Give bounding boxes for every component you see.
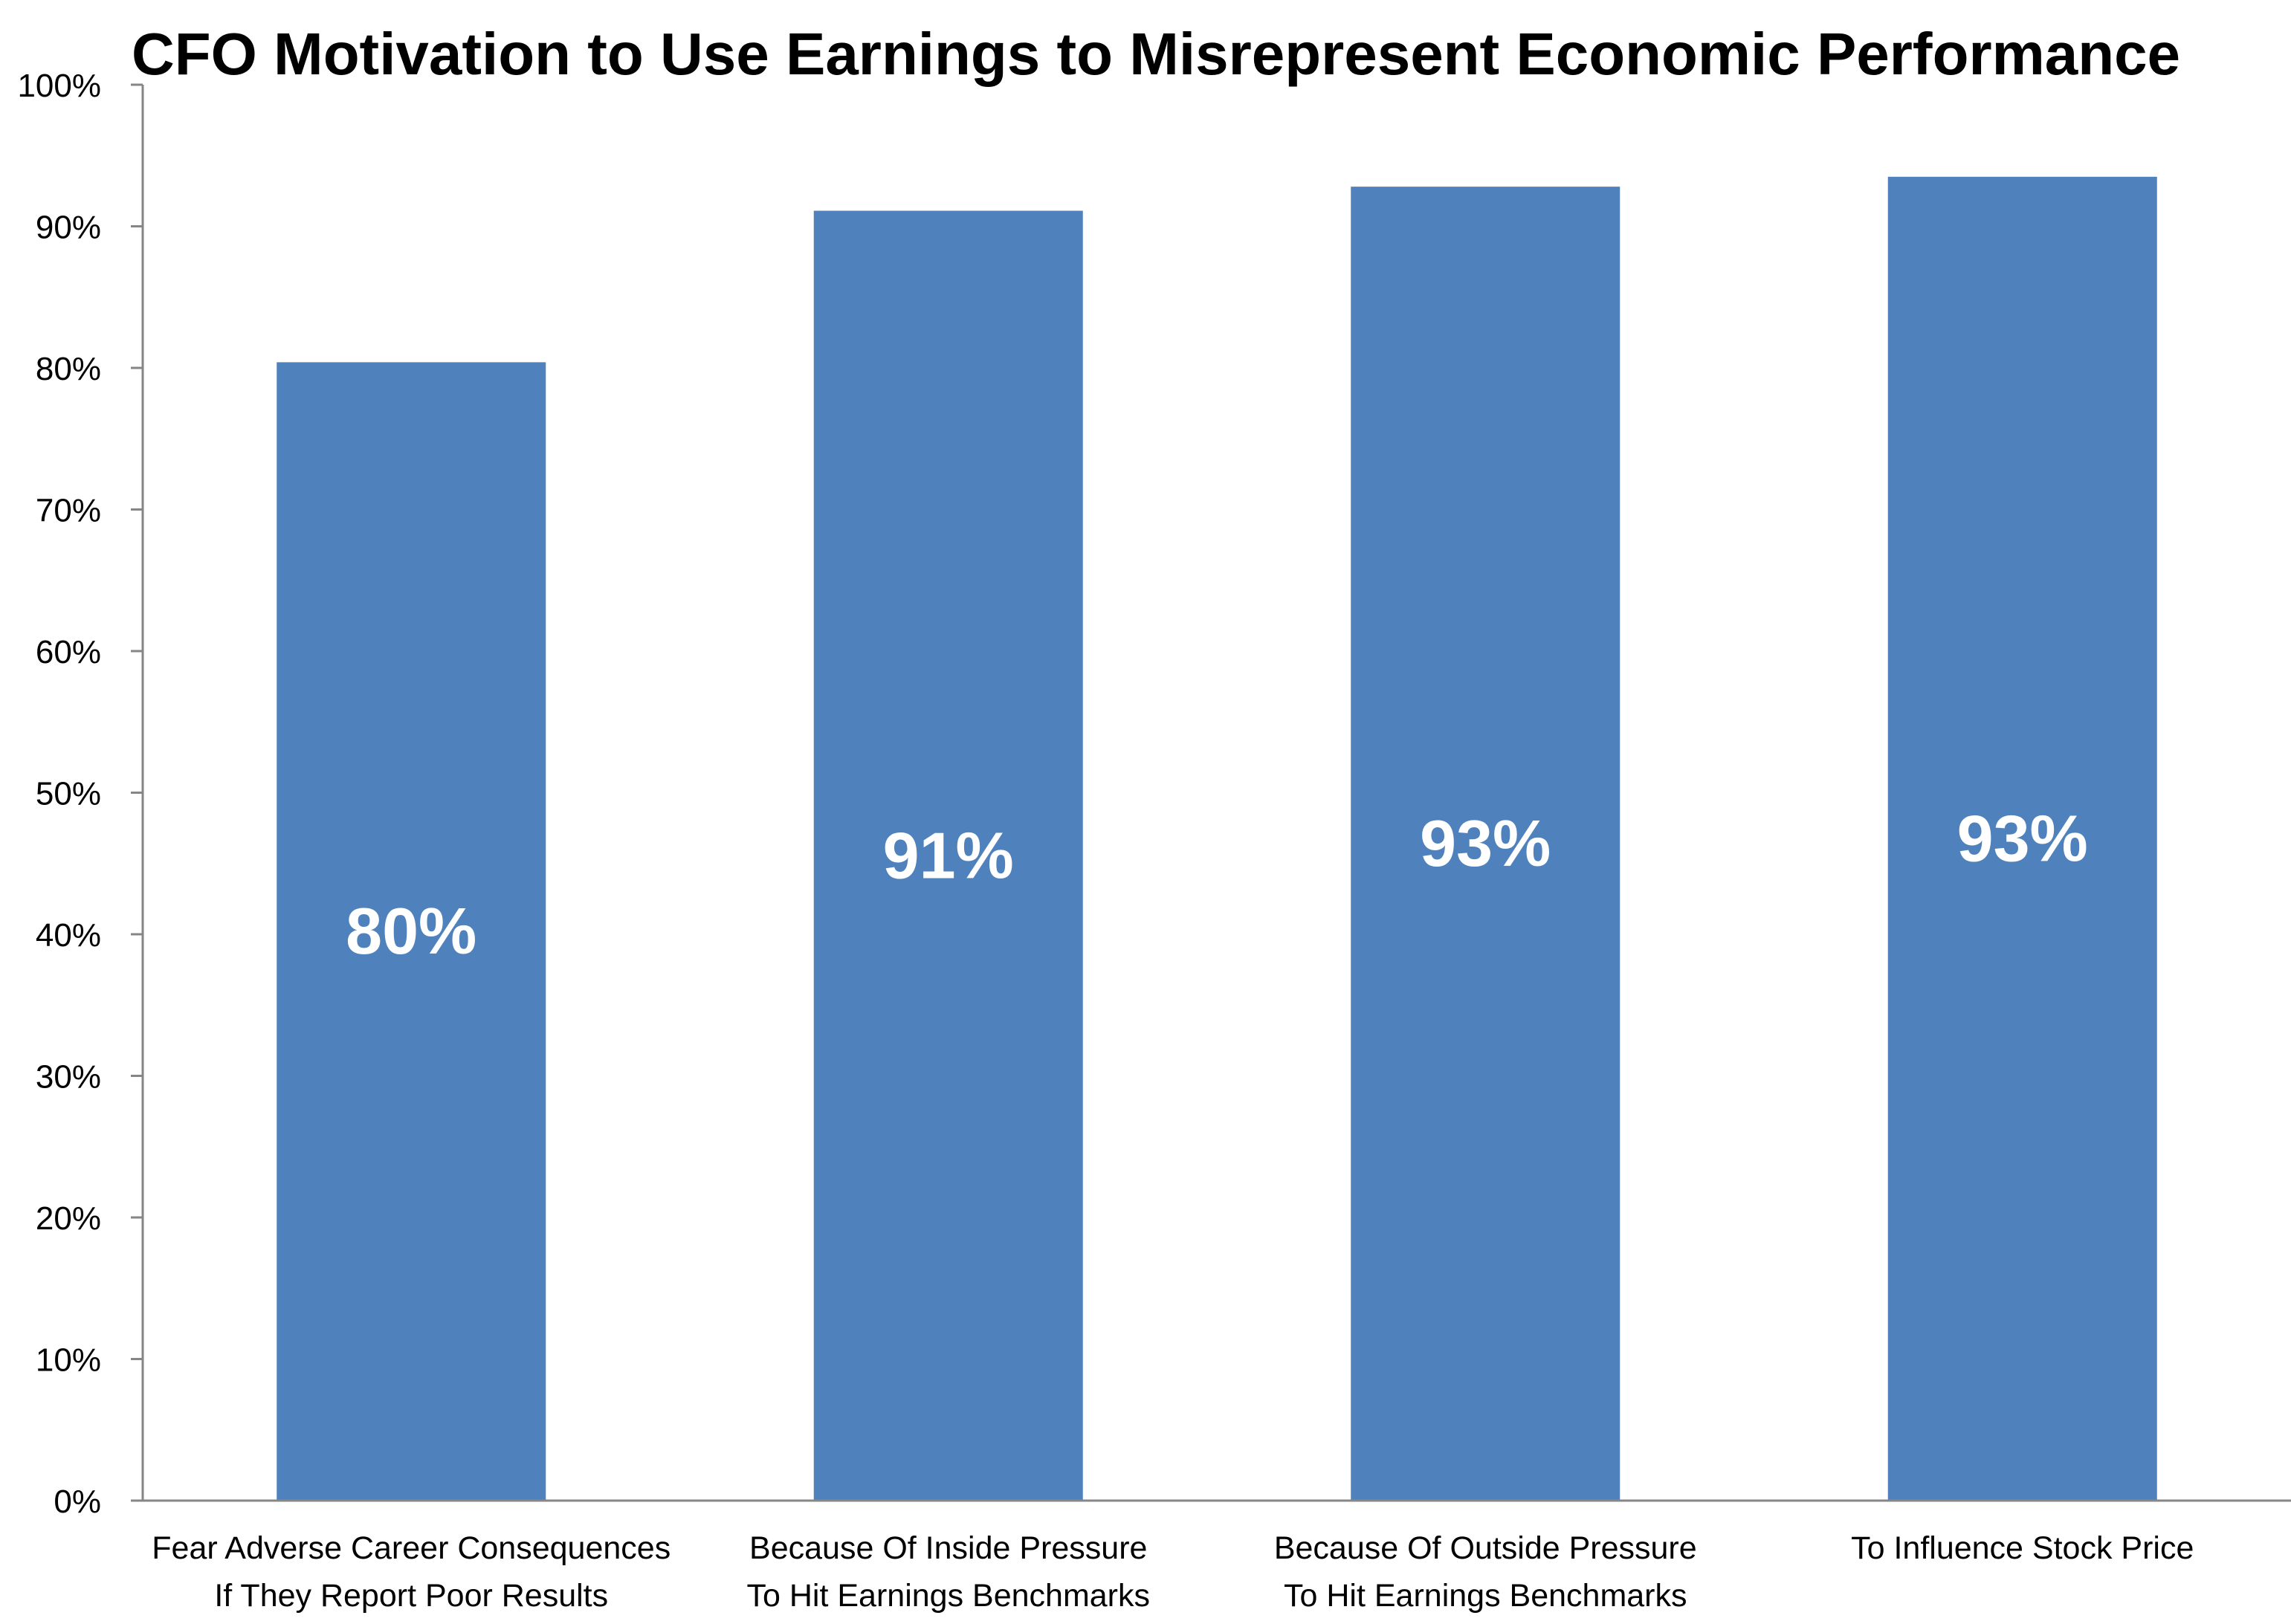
x-tick-label: To Influence Stock Price [1851,1530,2194,1566]
chart-title: CFO Motivation to Use Earnings to Misrep… [132,21,2180,87]
y-tick-label: 80% [36,351,101,387]
y-tick-label: 10% [36,1342,101,1379]
data-label: 91% [883,818,1014,892]
bars [277,176,2157,1501]
bar [277,362,546,1501]
y-tick-label: 90% [36,210,101,246]
x-axis: Fear Adverse Career Consequences If They … [143,1499,2291,1614]
bar [1887,176,2157,1501]
data-label: 80% [346,894,476,968]
x-tick-label: If They Report Poor Results [214,1578,608,1614]
x-tick-label: To Hit Earnings Benchmarks [747,1578,1151,1614]
y-tick-label: 100% [17,68,101,104]
data-label: 93% [1420,806,1551,880]
y-axis: 0% 10% 20% 30% 40% 50% 60% 70% 80% 90% 100% [17,68,144,1520]
y-tick-label: 70% [36,493,101,529]
bar [813,210,1083,1501]
x-tick-label: Because Of Outside Pressure [1274,1530,1697,1566]
x-tick-label: To Hit Earnings Benchmarks [1284,1578,1687,1614]
data-labels: 80% 91% 93% 93% [346,801,2088,968]
y-tick-label: 20% [36,1200,101,1237]
y-tick-label: 50% [36,776,101,812]
x-tick-label: Because Of Inside Pressure [749,1530,1147,1566]
data-label: 93% [1957,801,2088,875]
y-tick-label: 30% [36,1059,101,1096]
y-tick-label: 60% [36,634,101,670]
y-tick-label: 40% [36,917,101,954]
x-tick-label: Fear Adverse Career Consequences [152,1530,671,1566]
bar [1351,187,1620,1501]
y-tick-label: 0% [54,1484,101,1520]
